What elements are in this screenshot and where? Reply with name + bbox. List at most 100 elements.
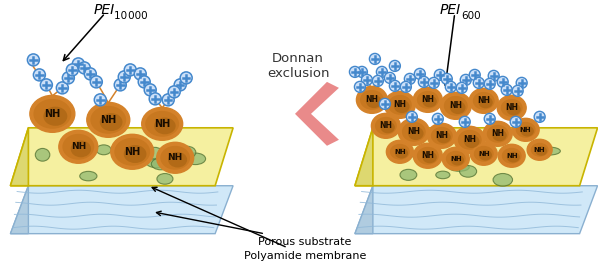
Ellipse shape: [483, 121, 512, 146]
Ellipse shape: [436, 171, 450, 179]
Ellipse shape: [157, 173, 173, 184]
Ellipse shape: [530, 142, 550, 158]
Circle shape: [118, 71, 130, 83]
Text: NH: NH: [505, 103, 518, 112]
Circle shape: [473, 77, 484, 88]
Polygon shape: [355, 128, 597, 186]
Ellipse shape: [449, 163, 469, 171]
Text: NH: NH: [394, 149, 405, 155]
Ellipse shape: [185, 153, 206, 165]
Ellipse shape: [395, 148, 408, 159]
Ellipse shape: [87, 102, 130, 137]
Circle shape: [361, 74, 373, 85]
Ellipse shape: [168, 152, 187, 167]
Text: NH: NH: [506, 153, 517, 159]
Polygon shape: [355, 186, 597, 234]
Circle shape: [56, 82, 68, 94]
Ellipse shape: [111, 134, 154, 169]
Text: NH: NH: [478, 151, 490, 157]
Circle shape: [180, 72, 192, 84]
Ellipse shape: [32, 98, 72, 130]
Text: NH: NH: [167, 153, 183, 162]
Circle shape: [501, 84, 512, 95]
Text: NH: NH: [124, 147, 141, 157]
Text: NH: NH: [44, 109, 60, 119]
Ellipse shape: [422, 95, 437, 107]
Ellipse shape: [62, 133, 95, 161]
Circle shape: [460, 74, 471, 85]
Circle shape: [404, 73, 416, 84]
Circle shape: [144, 84, 156, 96]
Circle shape: [72, 58, 84, 70]
Ellipse shape: [493, 173, 512, 186]
Text: Porous substrate: Porous substrate: [157, 211, 352, 247]
Text: NH: NH: [393, 100, 407, 109]
Circle shape: [124, 64, 136, 76]
Ellipse shape: [422, 151, 437, 163]
Text: NH: NH: [100, 115, 117, 125]
Ellipse shape: [400, 169, 417, 180]
Ellipse shape: [459, 166, 477, 177]
Ellipse shape: [515, 121, 536, 139]
Ellipse shape: [100, 113, 123, 131]
Ellipse shape: [124, 145, 147, 163]
Circle shape: [434, 69, 446, 80]
Circle shape: [534, 111, 545, 122]
Ellipse shape: [457, 142, 472, 152]
Ellipse shape: [497, 95, 526, 120]
Text: NH: NH: [520, 127, 532, 133]
Ellipse shape: [413, 87, 443, 112]
Ellipse shape: [394, 100, 410, 113]
Polygon shape: [355, 128, 373, 186]
Text: Polyamide membrane: Polyamide membrane: [152, 187, 367, 261]
Text: NH: NH: [534, 147, 545, 153]
Ellipse shape: [416, 146, 440, 166]
Circle shape: [469, 69, 480, 80]
Polygon shape: [355, 186, 373, 234]
Ellipse shape: [450, 101, 465, 114]
Ellipse shape: [445, 150, 467, 168]
Ellipse shape: [486, 124, 509, 144]
Text: NH: NH: [379, 121, 392, 130]
Circle shape: [66, 64, 78, 76]
Ellipse shape: [159, 145, 191, 171]
Circle shape: [162, 94, 174, 106]
Text: NH: NH: [477, 96, 490, 105]
Ellipse shape: [147, 158, 168, 168]
Ellipse shape: [411, 150, 432, 159]
Ellipse shape: [366, 95, 382, 108]
Ellipse shape: [398, 118, 429, 145]
Ellipse shape: [374, 116, 398, 136]
Polygon shape: [10, 186, 28, 234]
Ellipse shape: [451, 155, 464, 166]
Ellipse shape: [59, 130, 98, 163]
Circle shape: [150, 93, 161, 105]
Circle shape: [400, 81, 411, 92]
Circle shape: [138, 76, 150, 88]
Ellipse shape: [386, 140, 413, 163]
Polygon shape: [10, 128, 28, 186]
Circle shape: [379, 98, 390, 109]
Ellipse shape: [389, 143, 411, 161]
Ellipse shape: [464, 135, 480, 148]
Circle shape: [484, 113, 495, 124]
Ellipse shape: [359, 89, 385, 111]
Text: NH: NH: [71, 142, 86, 151]
Ellipse shape: [147, 147, 163, 159]
Ellipse shape: [479, 150, 492, 161]
Circle shape: [78, 62, 90, 74]
Ellipse shape: [498, 144, 525, 167]
Ellipse shape: [401, 121, 427, 143]
Circle shape: [389, 80, 400, 91]
Circle shape: [385, 72, 395, 83]
Ellipse shape: [385, 91, 416, 118]
Ellipse shape: [416, 90, 440, 110]
Circle shape: [456, 82, 467, 93]
Text: NH: NH: [450, 156, 462, 162]
Polygon shape: [10, 186, 233, 234]
Circle shape: [376, 66, 388, 77]
Circle shape: [488, 70, 499, 81]
Ellipse shape: [501, 147, 523, 165]
Circle shape: [134, 68, 147, 80]
Text: NH: NH: [449, 101, 462, 110]
